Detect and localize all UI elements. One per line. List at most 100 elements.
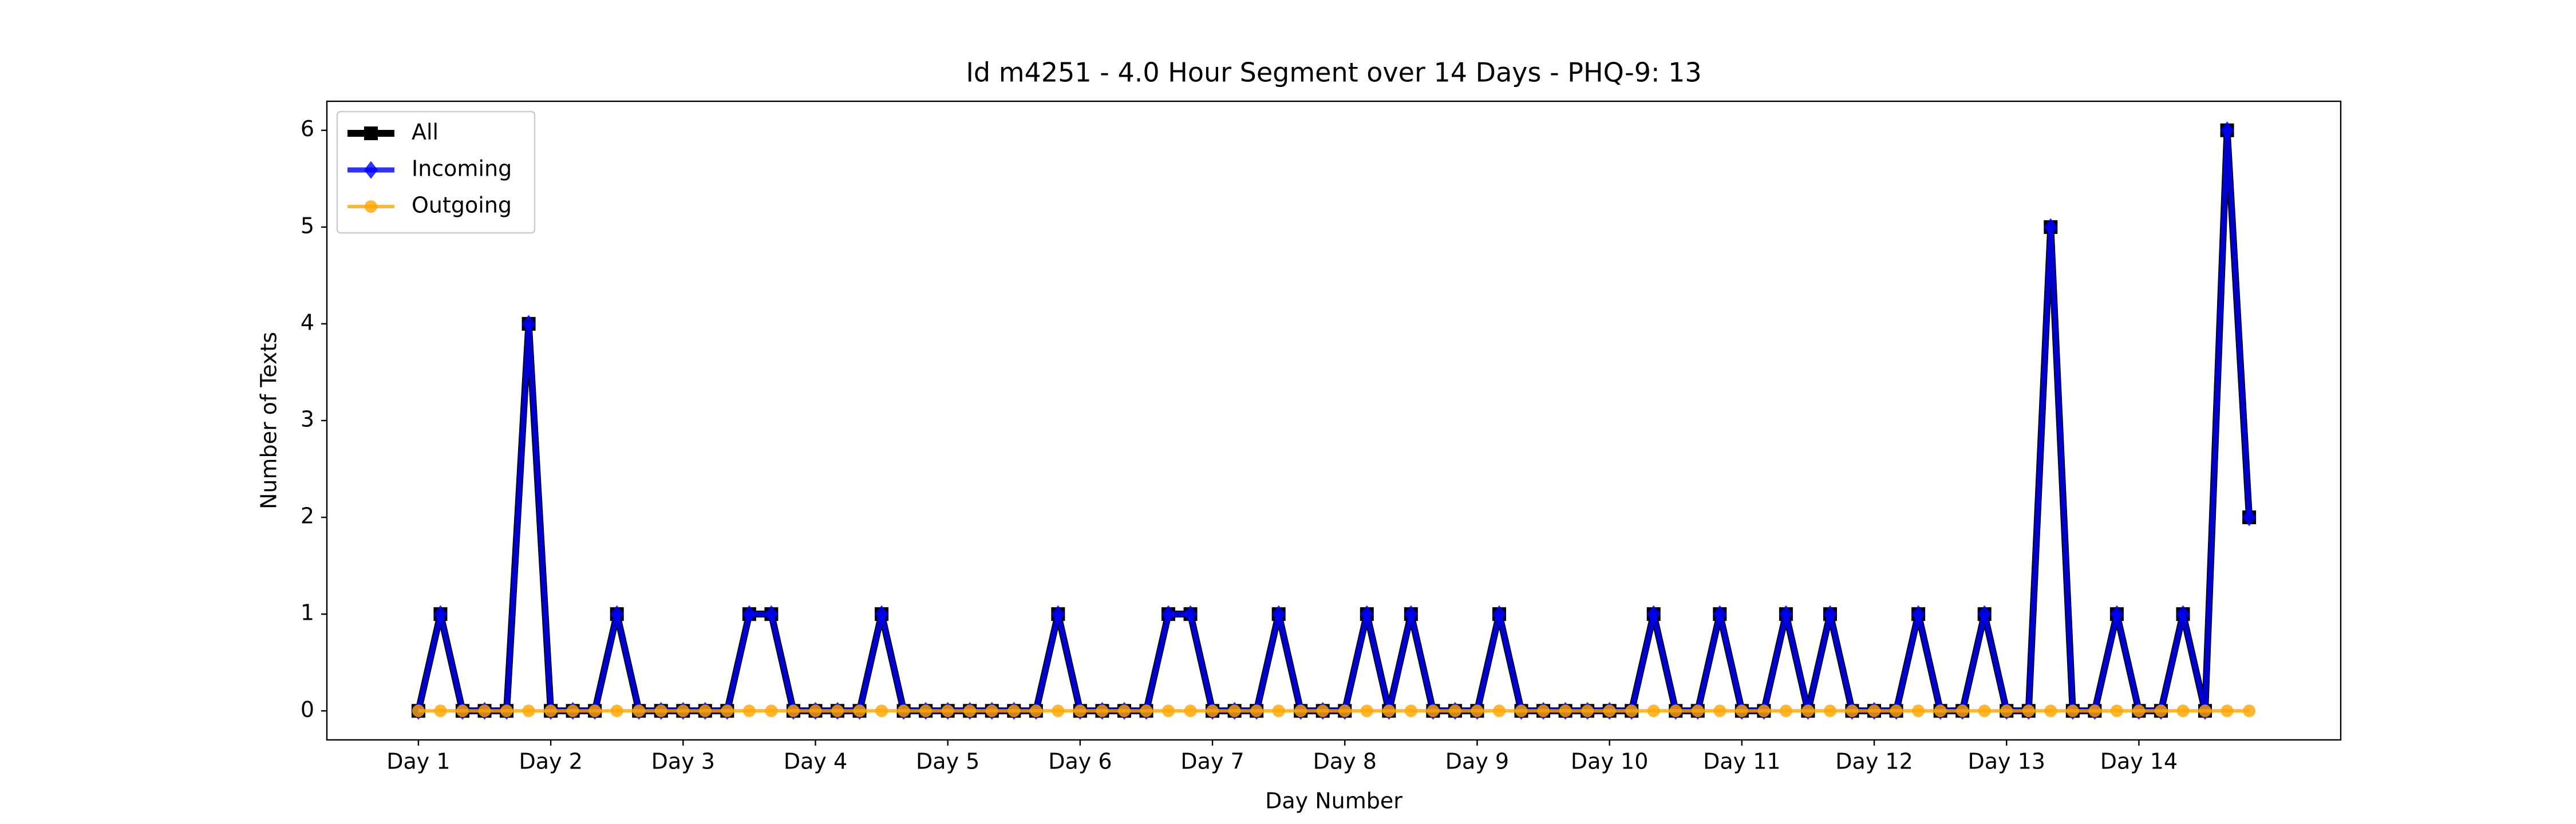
marker <box>566 704 579 718</box>
marker <box>941 704 954 718</box>
marker <box>433 605 448 623</box>
x-tick-label: Day 7 <box>1180 749 1244 774</box>
marker <box>919 704 933 718</box>
x-tick-label: Day 1 <box>386 749 450 774</box>
marker <box>1140 704 1153 718</box>
marker <box>1360 704 1373 718</box>
marker <box>721 704 734 718</box>
y-tick-label: 6 <box>301 116 314 141</box>
marker <box>1008 704 1021 718</box>
chart-title: Id m4251 - 4.0 Hour Segment over 14 Days… <box>966 57 1701 88</box>
marker <box>1360 605 1374 623</box>
marker <box>1051 605 1065 623</box>
marker <box>633 704 646 718</box>
marker <box>1735 704 1748 718</box>
marker <box>1757 704 1771 718</box>
y-tick-label: 3 <box>301 407 314 432</box>
marker <box>544 704 558 718</box>
marker <box>853 704 866 718</box>
marker <box>1492 605 1506 623</box>
legend-label: Incoming <box>412 156 512 181</box>
marker <box>522 704 535 718</box>
marker <box>1846 704 1859 718</box>
marker <box>1823 605 1837 623</box>
marker <box>2154 704 2167 718</box>
marker <box>875 704 888 718</box>
marker <box>1427 704 1440 718</box>
marker <box>1272 704 1285 718</box>
marker <box>434 704 447 718</box>
marker <box>1911 605 1926 623</box>
marker <box>698 704 712 718</box>
x-tick-label: Day 10 <box>1571 749 1648 774</box>
marker <box>1956 704 1969 718</box>
series <box>412 704 2256 718</box>
marker <box>2199 704 2212 718</box>
x-tick-label: Day 11 <box>1703 749 1780 774</box>
legend-marker <box>364 126 378 140</box>
marker <box>1228 704 1241 718</box>
marker <box>2088 704 2101 718</box>
marker <box>1669 704 1682 718</box>
marker <box>1801 704 1815 718</box>
marker <box>1647 704 1660 718</box>
marker <box>1823 704 1836 718</box>
marker <box>588 704 602 718</box>
x-tick-label: Day 9 <box>1445 749 1509 774</box>
marker <box>610 605 624 623</box>
legend-label: Outgoing <box>412 193 512 218</box>
marker <box>897 704 910 718</box>
marker <box>456 704 469 718</box>
legend-label: All <box>412 120 438 145</box>
marker <box>1117 704 1131 718</box>
marker <box>1646 605 1661 623</box>
marker <box>1162 704 1175 718</box>
x-tick-label: Day 4 <box>784 749 847 774</box>
marker <box>2221 704 2234 718</box>
marker <box>1625 704 1638 718</box>
marker <box>1978 704 1991 718</box>
y-axis-label: Number of Texts <box>256 332 282 509</box>
marker <box>1294 704 1307 718</box>
marker <box>1161 605 1176 623</box>
marker <box>610 704 623 718</box>
x-axis-label: Day Number <box>1265 789 1402 814</box>
x-tick-label: Day 13 <box>1968 749 2045 774</box>
marker <box>1404 605 1418 623</box>
marker <box>1890 704 1903 718</box>
marker <box>1338 704 1352 718</box>
marker <box>1492 704 1506 718</box>
marker <box>742 605 756 623</box>
x-tick-label: Day 12 <box>1835 749 1913 774</box>
marker <box>2243 704 2256 718</box>
marker <box>478 704 491 718</box>
marker <box>2044 704 2057 718</box>
marker <box>1382 704 1396 718</box>
marker <box>1977 605 1992 623</box>
x-tick-label: Day 14 <box>2100 749 2178 774</box>
marker <box>1404 704 1417 718</box>
x-tick-label: Day 8 <box>1313 749 1377 774</box>
marker <box>677 704 690 718</box>
marker <box>412 704 425 718</box>
marker <box>1691 704 1704 718</box>
marker <box>742 704 756 718</box>
y-tick-label: 0 <box>301 697 314 722</box>
marker <box>1184 704 1197 718</box>
marker <box>1515 704 1528 718</box>
marker <box>1073 704 1086 718</box>
marker <box>1559 704 1572 718</box>
marker <box>963 704 977 718</box>
marker <box>1779 704 1792 718</box>
marker <box>2132 704 2146 718</box>
marker <box>1912 704 1925 718</box>
x-tick-label: Day 2 <box>519 749 582 774</box>
marker <box>2176 605 2190 623</box>
marker <box>1934 704 1947 718</box>
y-tick-label: 1 <box>301 600 314 625</box>
y-tick-label: 4 <box>301 310 314 335</box>
marker <box>1096 704 1109 718</box>
y-tick-label: 5 <box>301 213 314 238</box>
y-tick-label: 2 <box>301 504 314 529</box>
marker <box>985 704 998 718</box>
